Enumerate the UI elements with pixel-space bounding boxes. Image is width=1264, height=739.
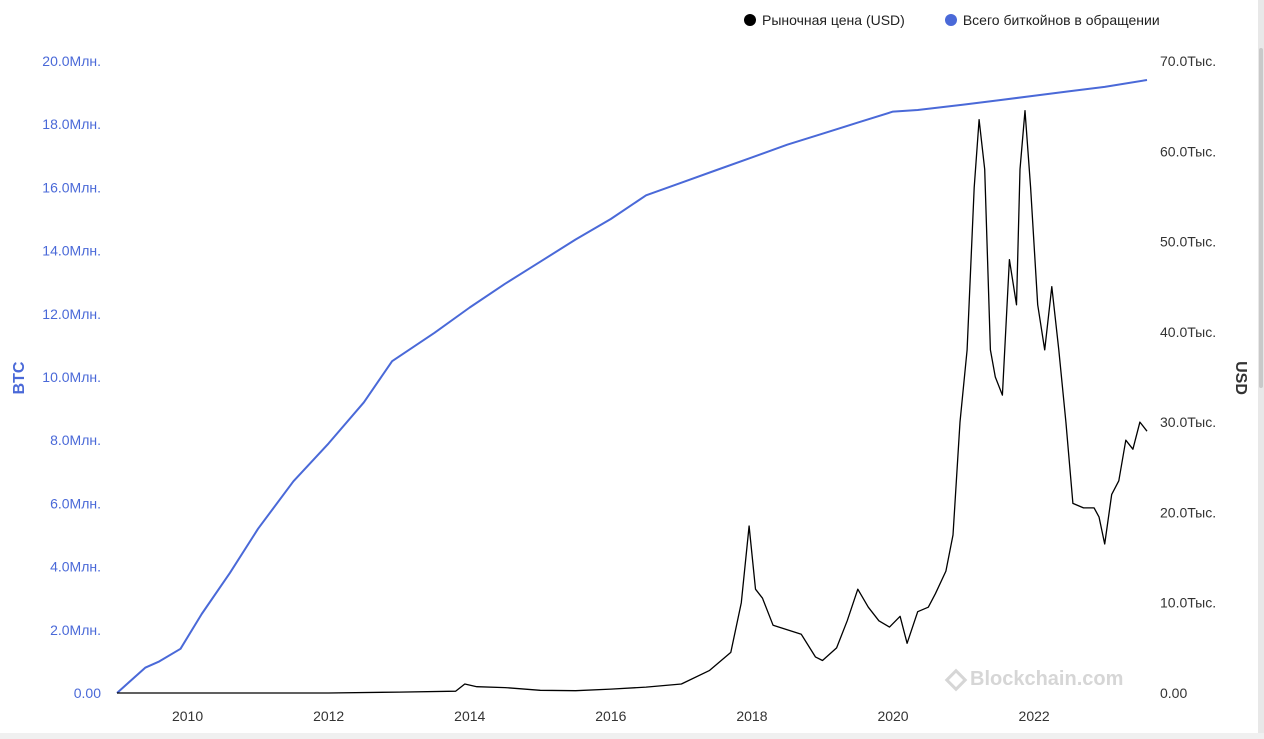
legend-item-price[interactable]: Рыночная цена (USD) (744, 12, 905, 28)
x-tick-label: 2022 (1019, 708, 1050, 724)
right-axis-label: USD (1232, 361, 1249, 395)
watermark-text: Blockchain.com (970, 668, 1124, 690)
legend-label-price: Рыночная цена (USD) (762, 12, 905, 28)
left-tick-label: 6.0Млн. (50, 495, 101, 511)
right-tick-label: 20.0Тыс. (1160, 504, 1216, 520)
left-axis-ticks: 0.00 2.0Млн. 4.0Млн. 6.0Млн. 8.0Млн. 10.0Млн.… (42, 53, 101, 701)
left-tick-label: 16.0Млн. (42, 179, 101, 195)
blockchain-logo-icon (944, 668, 968, 691)
vertical-scrollbar[interactable] (1258, 0, 1264, 739)
legend-dot-price-icon (744, 14, 756, 26)
left-tick-label: 8.0Млн. (50, 432, 101, 448)
left-tick-label: 14.0Млн. (42, 243, 101, 259)
left-tick-label: 2.0Млн. (50, 622, 101, 638)
right-tick-label: 30.0Тыс. (1160, 414, 1216, 430)
right-tick-label: 60.0Тыс. (1160, 143, 1216, 159)
right-axis-ticks: 0.00 10.0Тыс. 20.0Тыс. 30.0Тыс. 40.0Тыс. 50.0… (1160, 53, 1216, 701)
left-tick-label: 10.0Млн. (42, 369, 101, 385)
right-tick-label: 10.0Тыс. (1160, 595, 1216, 611)
right-tick-label: 50.0Тыс. (1160, 234, 1216, 250)
legend-label-supply: Всего биткойнов в обращении (962, 12, 1160, 28)
x-tick-label: 2020 (877, 708, 908, 724)
legend: Рыночная цена (USD) Всего биткойнов в об… (744, 12, 1160, 28)
x-axis-ticks: 2010 2012 2014 2016 2018 2020 2022 (172, 708, 1050, 724)
bottom-edge (0, 733, 1264, 739)
legend-dot-supply-icon (944, 14, 957, 26)
left-tick-label: 20.0Млн. (42, 53, 101, 69)
x-tick-label: 2012 (313, 708, 344, 724)
scrollbar-thumb[interactable] (1259, 48, 1263, 388)
x-tick-label: 2014 (454, 708, 485, 724)
legend-item-supply[interactable]: Всего биткойнов в обращении (944, 12, 1160, 28)
right-tick-label: 0.00 (1160, 685, 1187, 701)
x-tick-label: 2018 (736, 708, 767, 724)
x-tick-label: 2016 (595, 708, 626, 724)
x-tick-label: 2010 (172, 708, 203, 724)
left-tick-label: 4.0Млн. (50, 559, 101, 575)
left-tick-label: 18.0Млн. (42, 116, 101, 132)
left-tick-label: 12.0Млн. (42, 306, 101, 322)
left-tick-label: 0.00 (74, 685, 101, 701)
series-layer (116, 79, 1148, 694)
watermark: Blockchain.com (944, 668, 1124, 691)
right-tick-label: 40.0Тыс. (1160, 324, 1216, 340)
right-tick-label: 70.0Тыс. (1160, 53, 1216, 69)
price-line (117, 110, 1148, 694)
supply-line (116, 79, 1148, 694)
left-axis-label: BTC (11, 361, 28, 394)
